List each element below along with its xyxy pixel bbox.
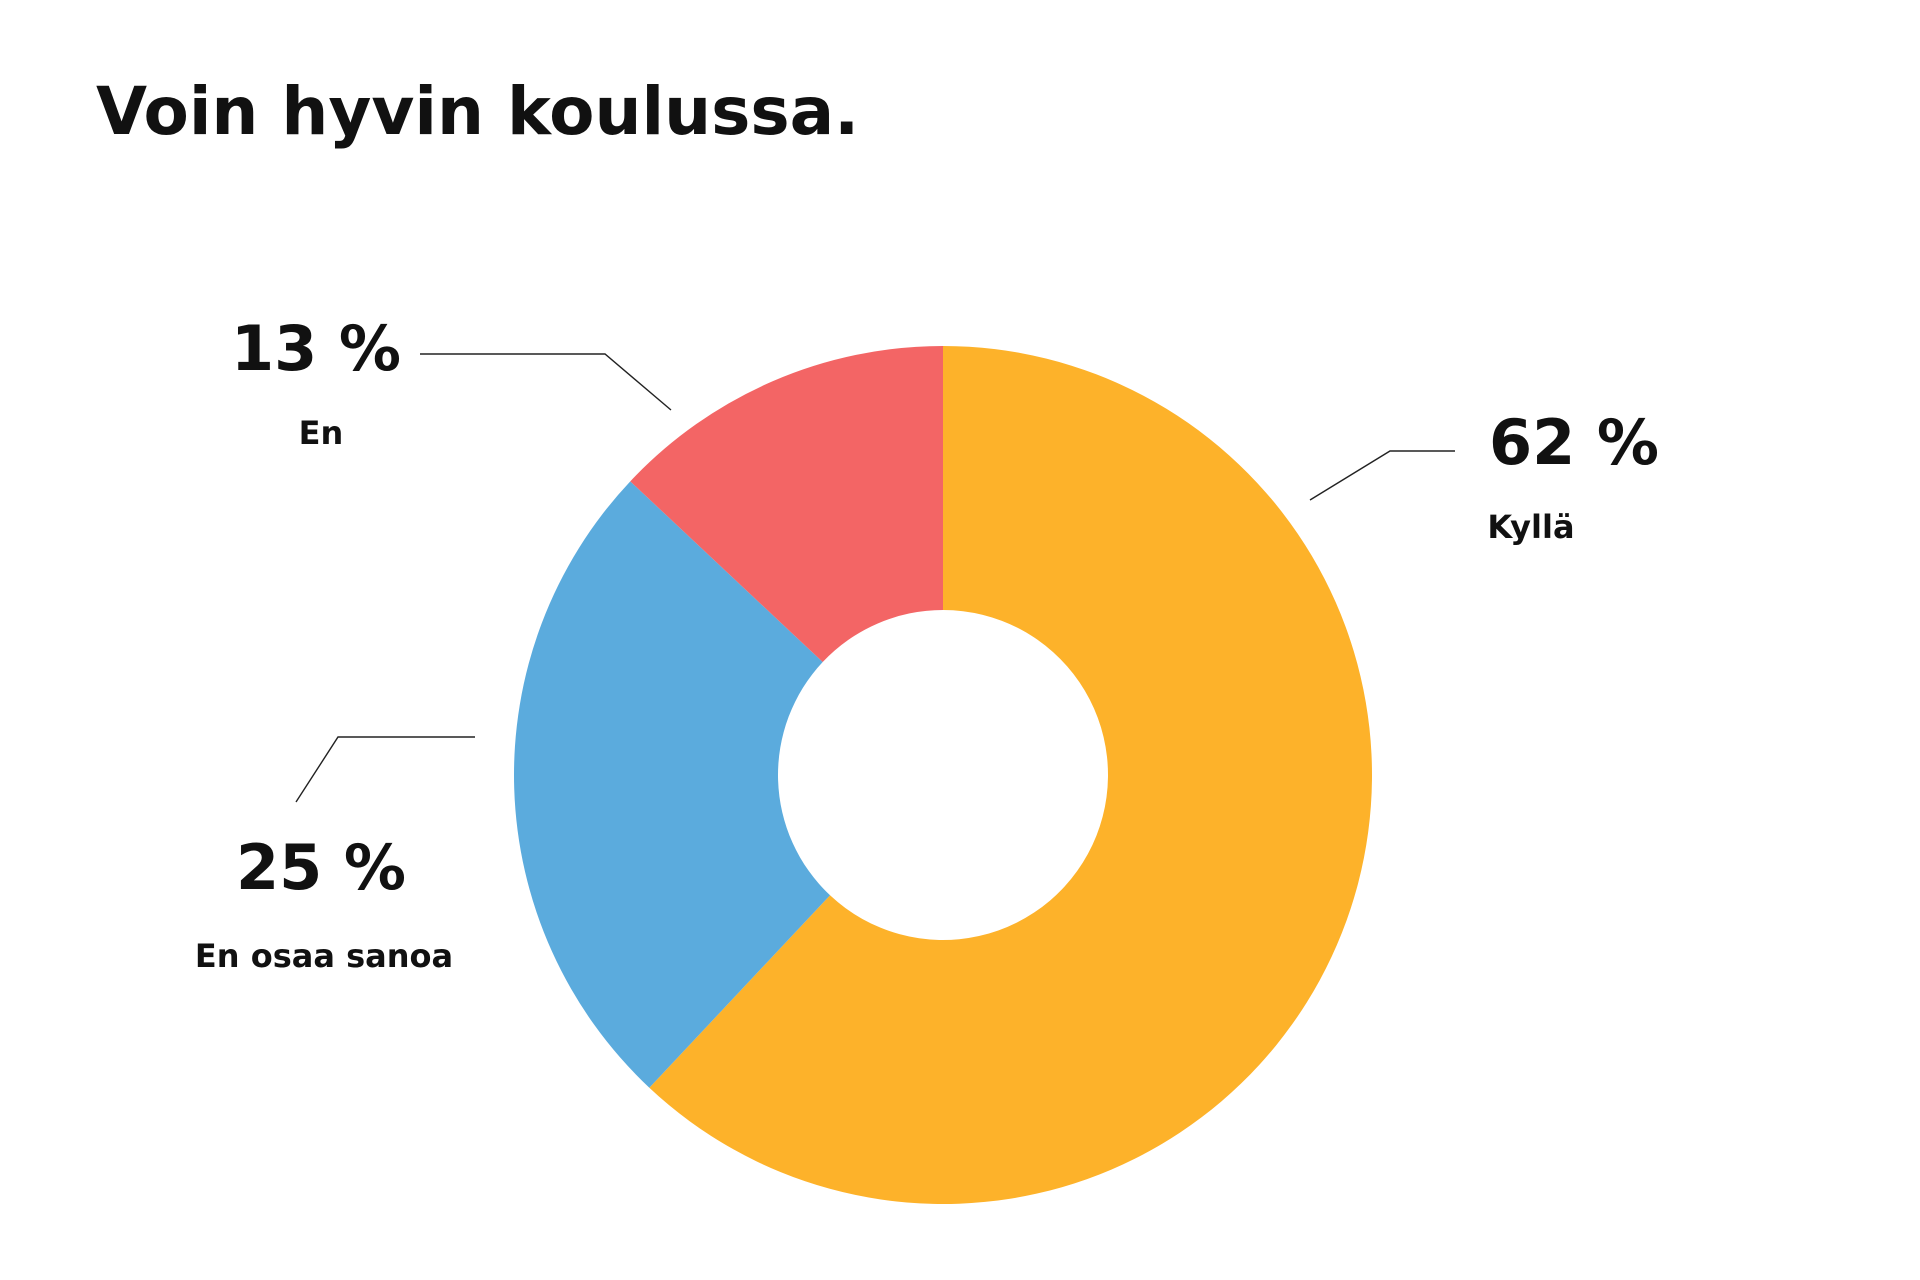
donut-slice: [630, 346, 943, 663]
donut-slice: [649, 346, 1372, 1205]
donut-slice: [513, 481, 831, 1088]
value-label: 62 %: [1489, 406, 1659, 479]
chart-title: Voin hyvin koulussa.: [96, 73, 859, 150]
category-label: Kyllä: [1487, 508, 1574, 546]
leader-line: [295, 736, 475, 803]
leader-line: [420, 353, 672, 411]
value-label: 13 %: [231, 312, 401, 385]
category-label: En osaa sanoa: [195, 937, 453, 975]
leader-line: [1309, 450, 1455, 501]
value-label: 25 %: [236, 831, 406, 904]
category-label: En: [299, 414, 344, 452]
